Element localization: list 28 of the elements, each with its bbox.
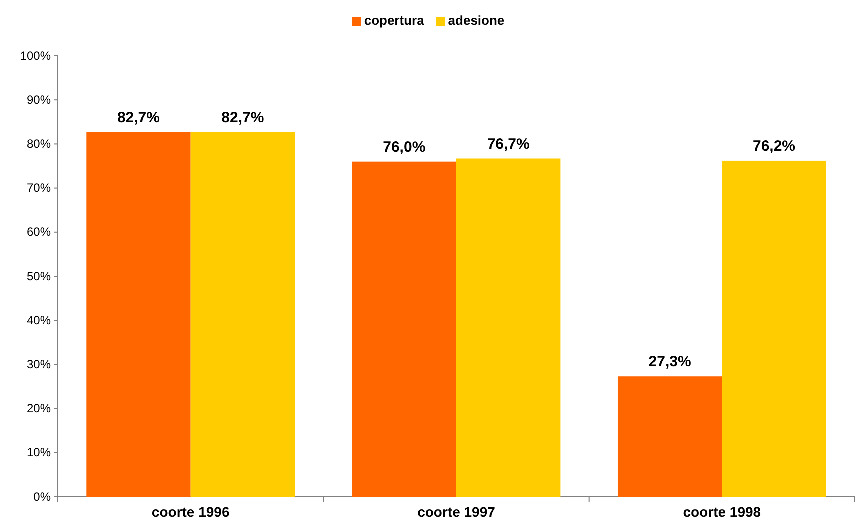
x-tick-label: coorte 1996 bbox=[152, 504, 230, 520]
bar bbox=[618, 376, 722, 497]
y-tick-label: 70% bbox=[26, 181, 52, 196]
y-tick-label: 30% bbox=[26, 358, 52, 372]
y-tick-label: 100% bbox=[20, 48, 52, 63]
x-tick-label: coorte 1998 bbox=[683, 504, 762, 520]
y-tick-label: 50% bbox=[26, 269, 52, 284]
y-tick-label: 80% bbox=[26, 137, 52, 152]
y-tick-label: 10% bbox=[26, 446, 52, 460]
y-tick-label: 20% bbox=[26, 402, 52, 416]
data-label: 82,7% bbox=[222, 109, 264, 126]
y-tick-label: 90% bbox=[26, 92, 52, 107]
bar bbox=[352, 162, 456, 497]
x-tick-label: coorte 1997 bbox=[418, 504, 496, 520]
data-label: 82,7% bbox=[117, 109, 160, 126]
legend-label: adesione bbox=[448, 13, 505, 28]
bar bbox=[190, 132, 296, 497]
data-label: 27,3% bbox=[648, 354, 692, 371]
bar bbox=[86, 132, 191, 497]
data-label: 76,7% bbox=[487, 136, 530, 153]
bar bbox=[456, 158, 561, 497]
legend-label: copertura bbox=[364, 13, 426, 28]
y-tick-label: 60% bbox=[26, 225, 52, 240]
data-label: 76,0% bbox=[383, 138, 426, 156]
y-tick-label: 0% bbox=[34, 490, 52, 504]
data-label: 76,2% bbox=[752, 138, 796, 155]
bar bbox=[722, 160, 826, 497]
y-tick-label: 40% bbox=[26, 313, 52, 328]
